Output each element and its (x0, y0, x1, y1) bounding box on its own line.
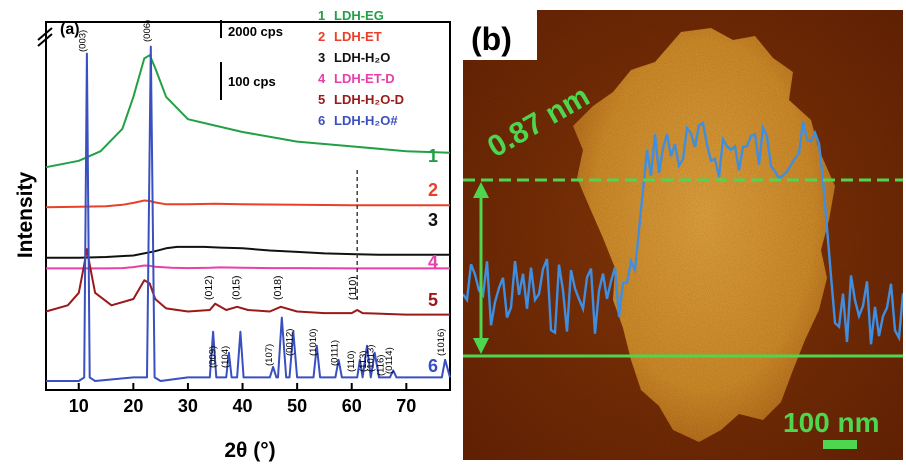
curve-number: 6 (428, 356, 438, 376)
legend-entry: LDH-EG (334, 8, 384, 23)
curve-number: 1 (428, 146, 438, 166)
x-tick-label: 50 (287, 396, 307, 416)
xrd-chart: (003) (006) (012) (015) (018) (110) (009) (104)… (14, 8, 451, 462)
scale-bar-label: 100 nm (783, 407, 880, 438)
peak-label: (0111) (330, 340, 341, 366)
peak-label: (009) (207, 346, 218, 368)
x-tick-label: 60 (342, 396, 362, 416)
legend-entry: LDH-H₂O# (334, 113, 398, 128)
height-profile-line (463, 120, 903, 345)
peak-label: (015) (230, 275, 242, 300)
series-line-1 (45, 54, 451, 169)
legend-entry: LDH-ET (334, 29, 382, 44)
panel-a-xrd: (003) (006) (012) (015) (018) (110) (009) (104)… (14, 8, 451, 462)
legend-number: 6 (318, 113, 325, 128)
peak-label: (1010) (308, 329, 319, 356)
peak-label: (110) (346, 351, 357, 372)
panel-b-afm: 0.87 nm (b) 100 nm (463, 10, 903, 460)
x-tick-label: 20 (123, 396, 143, 416)
peak-label: (1016) (436, 329, 447, 356)
peak-label: (1013) (366, 345, 377, 372)
series-line-2 (45, 199, 450, 209)
peak-label: (107) (264, 344, 275, 366)
axis-break-icon (37, 27, 53, 47)
panel-b-label-box (463, 10, 537, 60)
legend: 1 LDH-EG 2 LDH-ET 3 LDH-H₂O 4 LDH-ET-D 5 LDH-H₂O-… (318, 8, 404, 128)
peak-label: (0012) (284, 329, 295, 356)
scale-bar-100-label: 100 cps (228, 74, 276, 89)
panel-b-label: (b) (471, 21, 512, 57)
legend-number: 3 (318, 50, 325, 65)
peak-label: (110) (347, 276, 359, 300)
legend-entry: LDH-H₂O-D (334, 92, 404, 107)
legend-number: 4 (318, 71, 326, 86)
series-line-3 (46, 245, 450, 259)
scale-bar-2000-label: 2000 cps (228, 24, 283, 39)
legend-number: 2 (318, 29, 325, 44)
curve-number: 3 (428, 210, 438, 230)
curve-number: 5 (428, 290, 438, 310)
curve-number: 4 (428, 252, 438, 272)
x-tick-label: 40 (233, 396, 253, 416)
peak-label: (113) (358, 351, 369, 372)
x-tick-label: 30 (178, 396, 198, 416)
peak-label: (003) (77, 30, 88, 52)
peak-label: (012) (203, 275, 215, 300)
curve-number-group: 1 2 3 4 5 6 (428, 146, 438, 376)
peak-label: (0114) (384, 347, 395, 374)
peak-label-group: (003) (006) (012) (015) (018) (110) (009) (104)… (77, 20, 447, 376)
x-tick-label: 70 (396, 396, 416, 416)
legend-number: 5 (318, 92, 325, 107)
peak-label: (104) (220, 346, 231, 368)
x-axis-label: 2θ (°) (224, 439, 275, 462)
x-tick-group: 10 20 30 40 50 60 70 (69, 383, 416, 416)
curve-number: 2 (428, 180, 438, 200)
panel-a-label: (a) (60, 21, 80, 38)
series-group (45, 45, 451, 382)
afm-grain-overlay (463, 10, 903, 460)
peak-label: (018) (272, 275, 284, 300)
legend-entry: LDH-ET-D (334, 71, 395, 86)
afm-image: 0.87 nm (b) 100 nm (463, 10, 903, 460)
height-arrow-up-icon (473, 182, 489, 198)
legend-number: 1 (318, 8, 325, 23)
scale-bar (823, 440, 857, 449)
peak-label: (116) (376, 355, 387, 376)
legend-entry: LDH-H₂O (334, 50, 390, 65)
y-axis-label: Intensity (14, 172, 37, 259)
peak-label: (006) (142, 20, 153, 42)
height-arrow-down-icon (473, 338, 489, 354)
series-line-6 (46, 45, 451, 382)
series-line-4 (46, 264, 450, 270)
x-tick-label: 10 (69, 396, 89, 416)
